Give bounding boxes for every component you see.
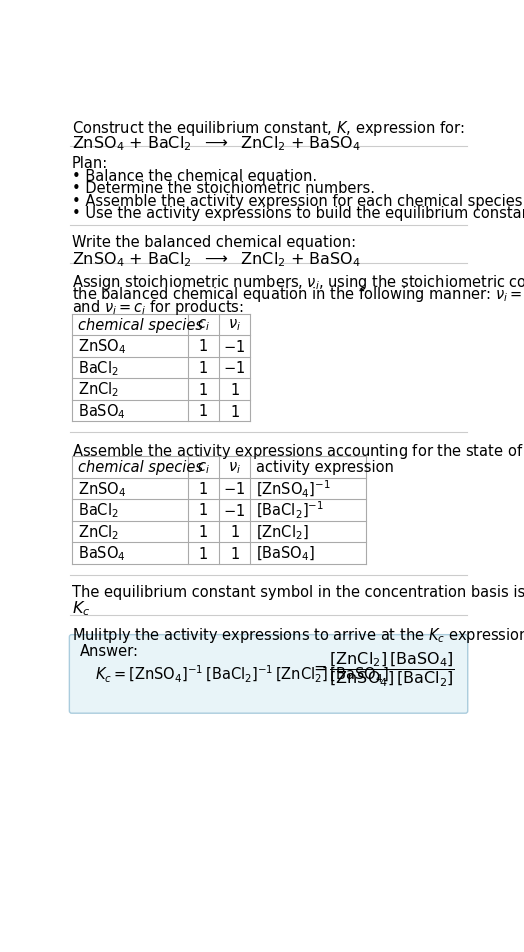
Text: the balanced chemical equation in the following manner: $\nu_i = -c_i$ for react: the balanced chemical equation in the fo… [72, 285, 524, 304]
Text: and $\nu_i = c_i$ for products:: and $\nu_i = c_i$ for products: [72, 297, 244, 316]
Text: 1: 1 [199, 482, 208, 496]
Text: $1$: $1$ [230, 382, 239, 398]
Text: Plan:: Plan: [72, 156, 108, 170]
Text: $\nu_i$: $\nu_i$ [228, 317, 241, 333]
Text: • Determine the stoichiometric numbers.: • Determine the stoichiometric numbers. [72, 181, 375, 196]
Text: 1: 1 [199, 545, 208, 561]
Text: $\mathrm{ZnSO_4}$: $\mathrm{ZnSO_4}$ [78, 480, 126, 498]
Text: activity expression: activity expression [256, 460, 394, 475]
Text: Assemble the activity expressions accounting for the state of matter and $\nu_i$: Assemble the activity expressions accoun… [72, 442, 524, 461]
Text: $c_i$: $c_i$ [197, 460, 210, 475]
Text: $\mathrm{ZnCl_2}$: $\mathrm{ZnCl_2}$ [78, 523, 119, 542]
Text: Construct the equilibrium constant, $K$, expression for:: Construct the equilibrium constant, $K$,… [72, 119, 464, 138]
Text: 1: 1 [199, 404, 208, 419]
Text: $K_c = [\mathrm{ZnSO_4}]^{-1}\,[\mathrm{BaCl_2}]^{-1}\,[\mathrm{ZnCl_2}]\,[\math: $K_c = [\mathrm{ZnSO_4}]^{-1}\,[\mathrm{… [95, 664, 389, 684]
Text: chemical species: chemical species [78, 460, 203, 475]
Text: $1$: $1$ [230, 403, 239, 419]
Text: $\mathrm{ZnCl_2}$: $\mathrm{ZnCl_2}$ [78, 380, 119, 399]
Text: The equilibrium constant symbol in the concentration basis is:: The equilibrium constant symbol in the c… [72, 585, 524, 599]
Text: $\mathrm{BaSO_4}$: $\mathrm{BaSO_4}$ [78, 545, 126, 563]
Text: 1: 1 [199, 339, 208, 354]
Text: $[\mathrm{ZnSO_4}]^{-1}$: $[\mathrm{ZnSO_4}]^{-1}$ [256, 478, 331, 500]
Text: Assign stoichiometric numbers, $\nu_i$, using the stoichiometric coefficients, $: Assign stoichiometric numbers, $\nu_i$, … [72, 272, 524, 291]
Text: • Assemble the activity expression for each chemical species.: • Assemble the activity expression for e… [72, 193, 524, 208]
Text: $\mathrm{BaCl_2}$: $\mathrm{BaCl_2}$ [78, 501, 119, 520]
Text: 1: 1 [199, 382, 208, 397]
Text: • Use the activity expressions to build the equilibrium constant expression.: • Use the activity expressions to build … [72, 206, 524, 221]
Text: $c_i$: $c_i$ [197, 317, 210, 333]
Text: $K_c$: $K_c$ [72, 599, 90, 618]
Text: $1$: $1$ [230, 545, 239, 562]
Text: $-1$: $-1$ [223, 360, 246, 376]
Text: $[\mathrm{ZnCl_2}]$: $[\mathrm{ZnCl_2}]$ [256, 523, 309, 541]
Text: $[\mathrm{BaCl_2}]^{-1}$: $[\mathrm{BaCl_2}]^{-1}$ [256, 500, 324, 521]
Text: $\mathrm{ZnSO_4}$: $\mathrm{ZnSO_4}$ [78, 337, 126, 356]
Text: • Balance the chemical equation.: • Balance the chemical equation. [72, 169, 317, 184]
Text: $\nu_i$: $\nu_i$ [228, 460, 241, 475]
Text: Write the balanced chemical equation:: Write the balanced chemical equation: [72, 235, 356, 250]
Text: $\mathrm{ZnSO_4}$ + $\mathrm{BaCl_2}$  $\longrightarrow$  $\mathrm{ZnCl_2}$ + $\: $\mathrm{ZnSO_4}$ + $\mathrm{BaCl_2}$ $\… [72, 249, 361, 268]
FancyBboxPatch shape [69, 635, 468, 713]
Text: $\mathrm{ZnSO_4}$ + $\mathrm{BaCl_2}$  $\longrightarrow$  $\mathrm{ZnCl_2}$ + $\: $\mathrm{ZnSO_4}$ + $\mathrm{BaCl_2}$ $\… [72, 134, 361, 153]
Text: $-1$: $-1$ [223, 481, 246, 497]
Text: $-1$: $-1$ [223, 503, 246, 519]
Text: $[\mathrm{BaSO_4}]$: $[\mathrm{BaSO_4}]$ [256, 545, 315, 563]
Text: $= \dfrac{[\mathrm{ZnCl_2}]\,[\mathrm{BaSO_4}]}{[\mathrm{ZnSO_4}]\,[\mathrm{BaCl: $= \dfrac{[\mathrm{ZnCl_2}]\,[\mathrm{Ba… [310, 650, 455, 689]
Text: 1: 1 [199, 361, 208, 376]
Text: 1: 1 [199, 503, 208, 518]
Text: Answer:: Answer: [80, 644, 138, 659]
Text: $-1$: $-1$ [223, 339, 246, 354]
Text: 1: 1 [199, 525, 208, 540]
Text: chemical species: chemical species [78, 318, 203, 332]
Text: $\mathrm{BaSO_4}$: $\mathrm{BaSO_4}$ [78, 402, 126, 421]
Text: $\mathrm{BaCl_2}$: $\mathrm{BaCl_2}$ [78, 359, 119, 377]
Text: $1$: $1$ [230, 524, 239, 540]
Text: Mulitply the activity expressions to arrive at the $K_c$ expression:: Mulitply the activity expressions to arr… [72, 625, 524, 644]
